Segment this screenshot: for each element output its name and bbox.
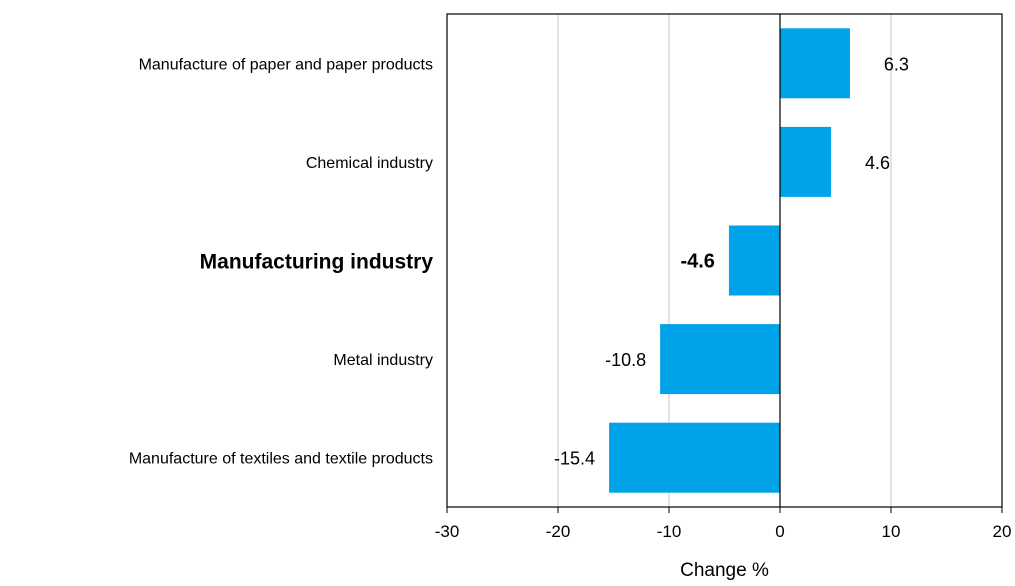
category-label: Manufacture of textiles and textile prod… xyxy=(129,451,433,468)
bar xyxy=(780,28,850,99)
x-tick-label: 20 xyxy=(993,522,1012,541)
data-label: -10.8 xyxy=(605,350,646,370)
category-label: Chemical industry xyxy=(306,155,433,172)
bars xyxy=(609,28,850,493)
labels: -30 -20 -10 0 10 20 Manufacture of paper and p… xyxy=(129,54,1012,541)
axes xyxy=(446,13,1003,513)
data-label: -15.4 xyxy=(554,449,595,469)
x-tick-label: -10 xyxy=(657,522,682,541)
category-label: Metal industry xyxy=(333,352,433,369)
x-tick-label: 10 xyxy=(882,522,901,541)
category-label: Manufacturing industry xyxy=(200,251,434,274)
bar xyxy=(728,225,780,296)
plot-frame xyxy=(446,13,1003,508)
bar xyxy=(780,126,832,197)
data-label: -4.6 xyxy=(680,251,714,273)
category-label: Manufacture of paper and paper products xyxy=(139,56,433,73)
x-tick-label: 0 xyxy=(775,522,784,541)
x-axis-title: Change % xyxy=(680,560,769,581)
bar xyxy=(609,422,780,493)
x-tick-label: -20 xyxy=(546,522,571,541)
x-tick-label: -30 xyxy=(435,522,460,541)
bar xyxy=(660,324,780,395)
data-label: 6.3 xyxy=(884,54,909,74)
data-label: 4.6 xyxy=(865,153,890,173)
